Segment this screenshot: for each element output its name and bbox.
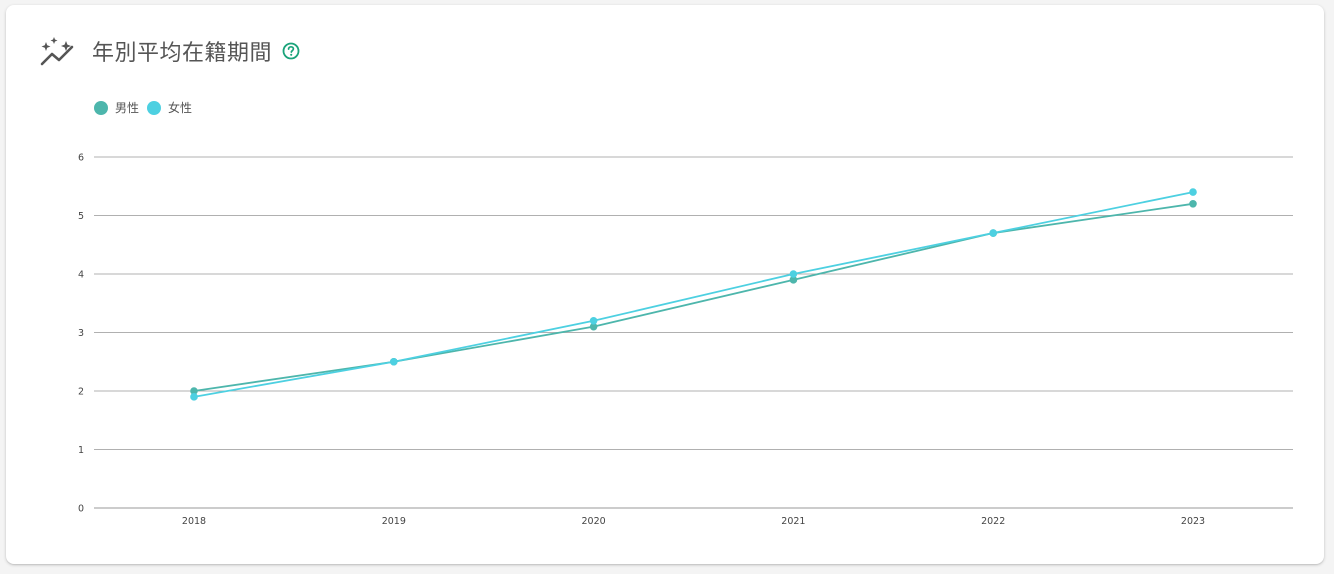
y-tick-label: 5 [78, 211, 84, 222]
x-tick-label: 2023 [1181, 516, 1205, 527]
legend-item-female[interactable]: 女性 [147, 99, 192, 116]
data-point-female [789, 270, 798, 278]
data-point-female [390, 357, 398, 366]
y-tick-label: 0 [78, 504, 84, 515]
data-point-female [589, 317, 598, 325]
help-circle-icon[interactable] [281, 41, 301, 61]
legend-item-male[interactable]: 男性 [94, 99, 139, 116]
y-tick-label: 4 [78, 270, 84, 281]
x-tick-label: 2022 [981, 516, 1005, 527]
series-line-male [193, 202, 1194, 392]
x-tick-label: 2021 [781, 516, 805, 527]
data-point-female [989, 229, 997, 237]
series-line-female [193, 191, 1194, 398]
chart-legend: 男性 女性 [94, 99, 200, 116]
legend-label-female: 女性 [168, 101, 193, 115]
y-tick-label: 1 [78, 445, 84, 456]
chart-card: 年別平均在籍期間 男性 女性 0 1 2 3 4 5 6 2018 2019 2020 2021 20… [6, 5, 1324, 564]
y-tick-label: 6 [78, 153, 84, 164]
data-point-female [1189, 188, 1197, 196]
line-chart: 0 1 2 3 4 5 6 2018 2019 2020 2021 2022 2023 [78, 153, 1293, 527]
legend-dot-male [94, 100, 108, 115]
x-tick-label: 2019 [382, 516, 406, 527]
data-point-male [190, 387, 198, 395]
card-header: 年別平均在籍期間 [38, 33, 301, 69]
data-point-male [589, 322, 598, 331]
data-point-male [789, 276, 798, 284]
y-tick-label: 2 [78, 387, 84, 398]
x-tick-label: 2018 [182, 516, 206, 527]
sparkle-trend-icon [40, 37, 74, 66]
data-point-female [190, 393, 198, 401]
x-tick-label: 2020 [582, 516, 606, 527]
y-tick-label: 3 [78, 328, 84, 339]
page-title: 年別平均在籍期間 [92, 41, 273, 66]
legend-label-male: 男性 [115, 101, 140, 115]
legend-dot-female [147, 100, 162, 115]
data-point-male [1189, 200, 1197, 208]
